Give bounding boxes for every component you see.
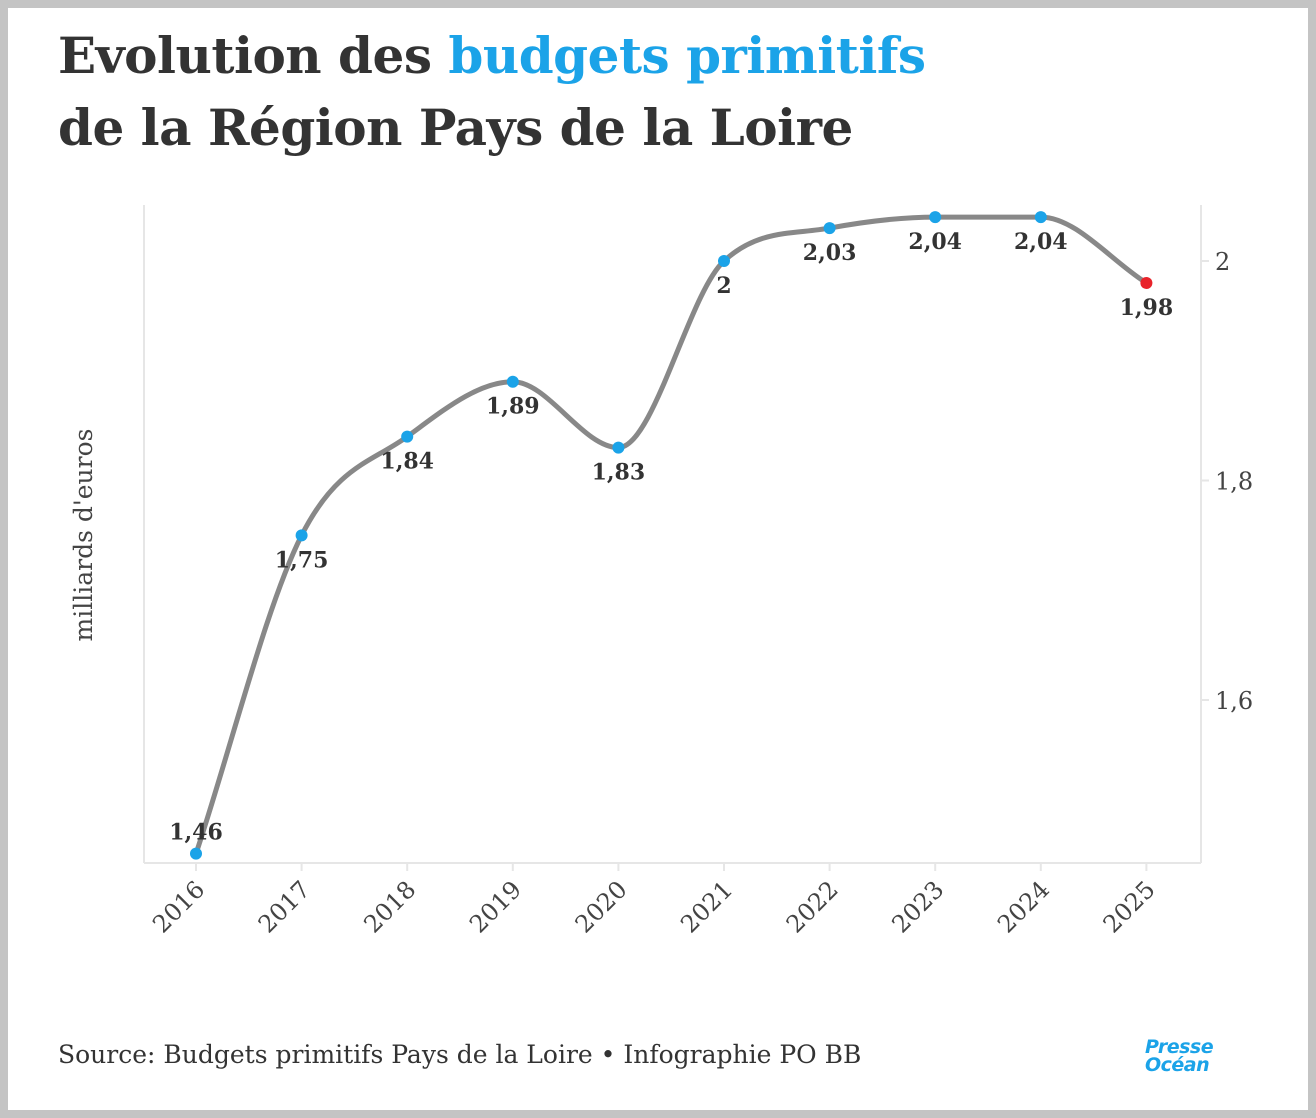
series-line — [193, 214, 1149, 857]
data-label: 1,46 — [169, 820, 223, 846]
data-label: 1,75 — [275, 547, 329, 573]
x-tick-label: 2023 — [886, 875, 949, 938]
data-label: 2,04 — [1014, 229, 1068, 255]
title-highlight: budgets primitifs — [448, 26, 926, 85]
data-point — [506, 375, 519, 388]
data-labels: 1,46 1,75 1,84 1,89 1,83 2 2,03 2,04 2,04 1,98 — [169, 229, 1173, 846]
y-axis-title: milliards d'euros — [69, 429, 98, 642]
x-tick-label: 2022 — [781, 875, 844, 938]
data-point — [929, 211, 942, 224]
logo-line-2: Océan — [1145, 1054, 1210, 1076]
chart-title: Evolution des budgets primitifs de la Rég… — [58, 20, 926, 164]
plot-axes — [143, 205, 1202, 864]
source-note: Source: Budgets primitifs Pays de la Loi… — [58, 1040, 862, 1069]
data-point — [823, 222, 836, 235]
y-axis-ticks: 1,6 1,8 2 — [1201, 248, 1253, 715]
title-part-1: Evolution des — [58, 26, 449, 85]
data-label: 2,03 — [803, 240, 857, 266]
data-point — [718, 255, 730, 267]
data-point — [401, 430, 414, 443]
x-tick-label: 2018 — [358, 875, 421, 938]
x-tick-label: 2020 — [570, 875, 633, 938]
x-tick-label: 2025 — [1098, 875, 1161, 938]
x-tick-label: 2016 — [147, 875, 210, 938]
data-point — [190, 847, 202, 860]
data-label: 1,83 — [592, 460, 646, 486]
data-label: 2,04 — [908, 229, 962, 255]
title-line-2: de la Région Pays de la Loire — [58, 98, 853, 157]
data-point — [295, 529, 308, 542]
data-point-highlight — [1140, 276, 1153, 289]
data-label: 2 — [716, 273, 731, 299]
y-tick-label: 2 — [1215, 248, 1230, 276]
x-tick-label: 2021 — [675, 875, 738, 938]
data-label: 1,89 — [486, 394, 540, 420]
data-points — [190, 211, 1153, 860]
x-tick-label: 2019 — [464, 875, 527, 938]
logo-line-1: Presse — [1145, 1036, 1214, 1058]
data-point — [1034, 211, 1047, 224]
presse-ocean-logo: Presse Océan — [1145, 1036, 1214, 1076]
data-point — [612, 441, 625, 454]
y-tick-label: 1,6 — [1215, 687, 1253, 715]
x-tick-label: 2024 — [992, 875, 1055, 938]
x-axis-ticks: 2016 2017 2018 2019 2020 2021 2022 2023 2024 2025 — [147, 863, 1161, 938]
data-label: 1,84 — [380, 449, 434, 475]
y-tick-label: 1,8 — [1215, 468, 1253, 496]
x-tick-label: 2017 — [253, 875, 316, 938]
data-label: 1,98 — [1120, 295, 1174, 321]
